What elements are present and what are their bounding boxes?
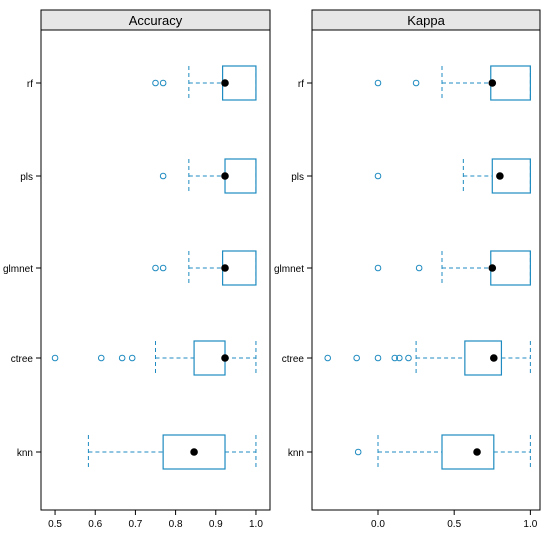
x-tick-label: 1.0 xyxy=(249,519,263,530)
box-knn xyxy=(354,434,531,470)
outlier-point xyxy=(159,172,167,180)
box-iqr xyxy=(491,158,531,194)
outlier-point xyxy=(152,264,159,272)
x-tick-label: 0.9 xyxy=(209,519,223,530)
y-category-label: ctree xyxy=(11,354,34,365)
x-tick-label: 1.0 xyxy=(523,519,537,530)
x-tick-label: 0.8 xyxy=(169,519,183,530)
y-category-label: glmnet xyxy=(3,264,33,275)
median-point xyxy=(221,79,229,87)
outlier-point xyxy=(374,79,382,87)
median-point xyxy=(221,172,229,180)
outlier-point xyxy=(353,354,360,362)
median-point xyxy=(496,172,504,180)
box-iqr xyxy=(464,340,503,376)
y-category-label: ctree xyxy=(282,354,305,365)
y-category-label: pls xyxy=(20,172,33,183)
outlier-point xyxy=(396,354,403,362)
box-iqr xyxy=(490,65,531,101)
outlier-point xyxy=(405,354,412,362)
box-ctree xyxy=(51,340,257,376)
x-tick-label: 0.0 xyxy=(371,519,385,530)
y-category-label: pls xyxy=(291,172,304,183)
outlier-point xyxy=(324,354,332,362)
panel-title: Accuracy xyxy=(129,13,183,28)
panel-frame xyxy=(40,29,271,511)
x-tick-label: 0.5 xyxy=(48,519,62,530)
outlier-point xyxy=(159,264,167,272)
panel-frame xyxy=(311,29,541,511)
box-iqr xyxy=(490,250,531,286)
median-point xyxy=(473,448,481,456)
box-rf xyxy=(374,65,531,101)
x-tick-label: 0.5 xyxy=(447,519,461,530)
box-ctree xyxy=(324,340,531,376)
box-iqr xyxy=(193,340,226,376)
median-point xyxy=(490,354,498,362)
median-point xyxy=(488,264,497,272)
outlier-point xyxy=(354,448,362,456)
outlier-point xyxy=(374,264,382,272)
outlier-point xyxy=(415,264,423,272)
y-category-label: glmnet xyxy=(274,264,304,275)
box-pls xyxy=(374,158,531,194)
median-point xyxy=(221,264,229,272)
box-pls xyxy=(159,158,257,194)
outlier-point xyxy=(374,354,382,362)
y-category-label: rf xyxy=(27,79,33,90)
panel-accuracy: Accuracy 0.5 0.6 0.7 0.8 0.9 1.0 rf pls glmnet ctr… xyxy=(3,9,271,530)
outlier-point xyxy=(51,354,59,362)
box-iqr xyxy=(441,434,495,470)
box-rf xyxy=(152,65,257,101)
x-tick-label: 0.7 xyxy=(128,519,142,530)
outlier-point xyxy=(374,172,382,180)
outlier-point xyxy=(128,354,136,362)
median-point xyxy=(190,448,198,456)
panel-kappa: Kappa 0.0 0.5 1.0 rf pls glmnet ctree knn xyxy=(274,9,541,530)
outlier-point xyxy=(412,79,420,87)
box-iqr xyxy=(162,434,226,470)
x-tick-label: 0.6 xyxy=(88,519,102,530)
box-glmnet xyxy=(374,250,531,286)
outlier-point xyxy=(391,354,399,362)
median-point xyxy=(221,354,229,362)
median-point xyxy=(488,79,497,87)
outlier-point xyxy=(152,79,159,87)
y-category-label: knn xyxy=(17,448,33,459)
outlier-point xyxy=(118,354,126,362)
outlier-point xyxy=(97,354,105,362)
box-iqr xyxy=(224,158,257,194)
y-category-label: knn xyxy=(288,448,304,459)
box-glmnet xyxy=(152,250,257,286)
panel-title: Kappa xyxy=(407,13,445,28)
outlier-point xyxy=(159,79,167,87)
box-knn xyxy=(87,434,257,470)
y-category-label: rf xyxy=(298,79,304,90)
